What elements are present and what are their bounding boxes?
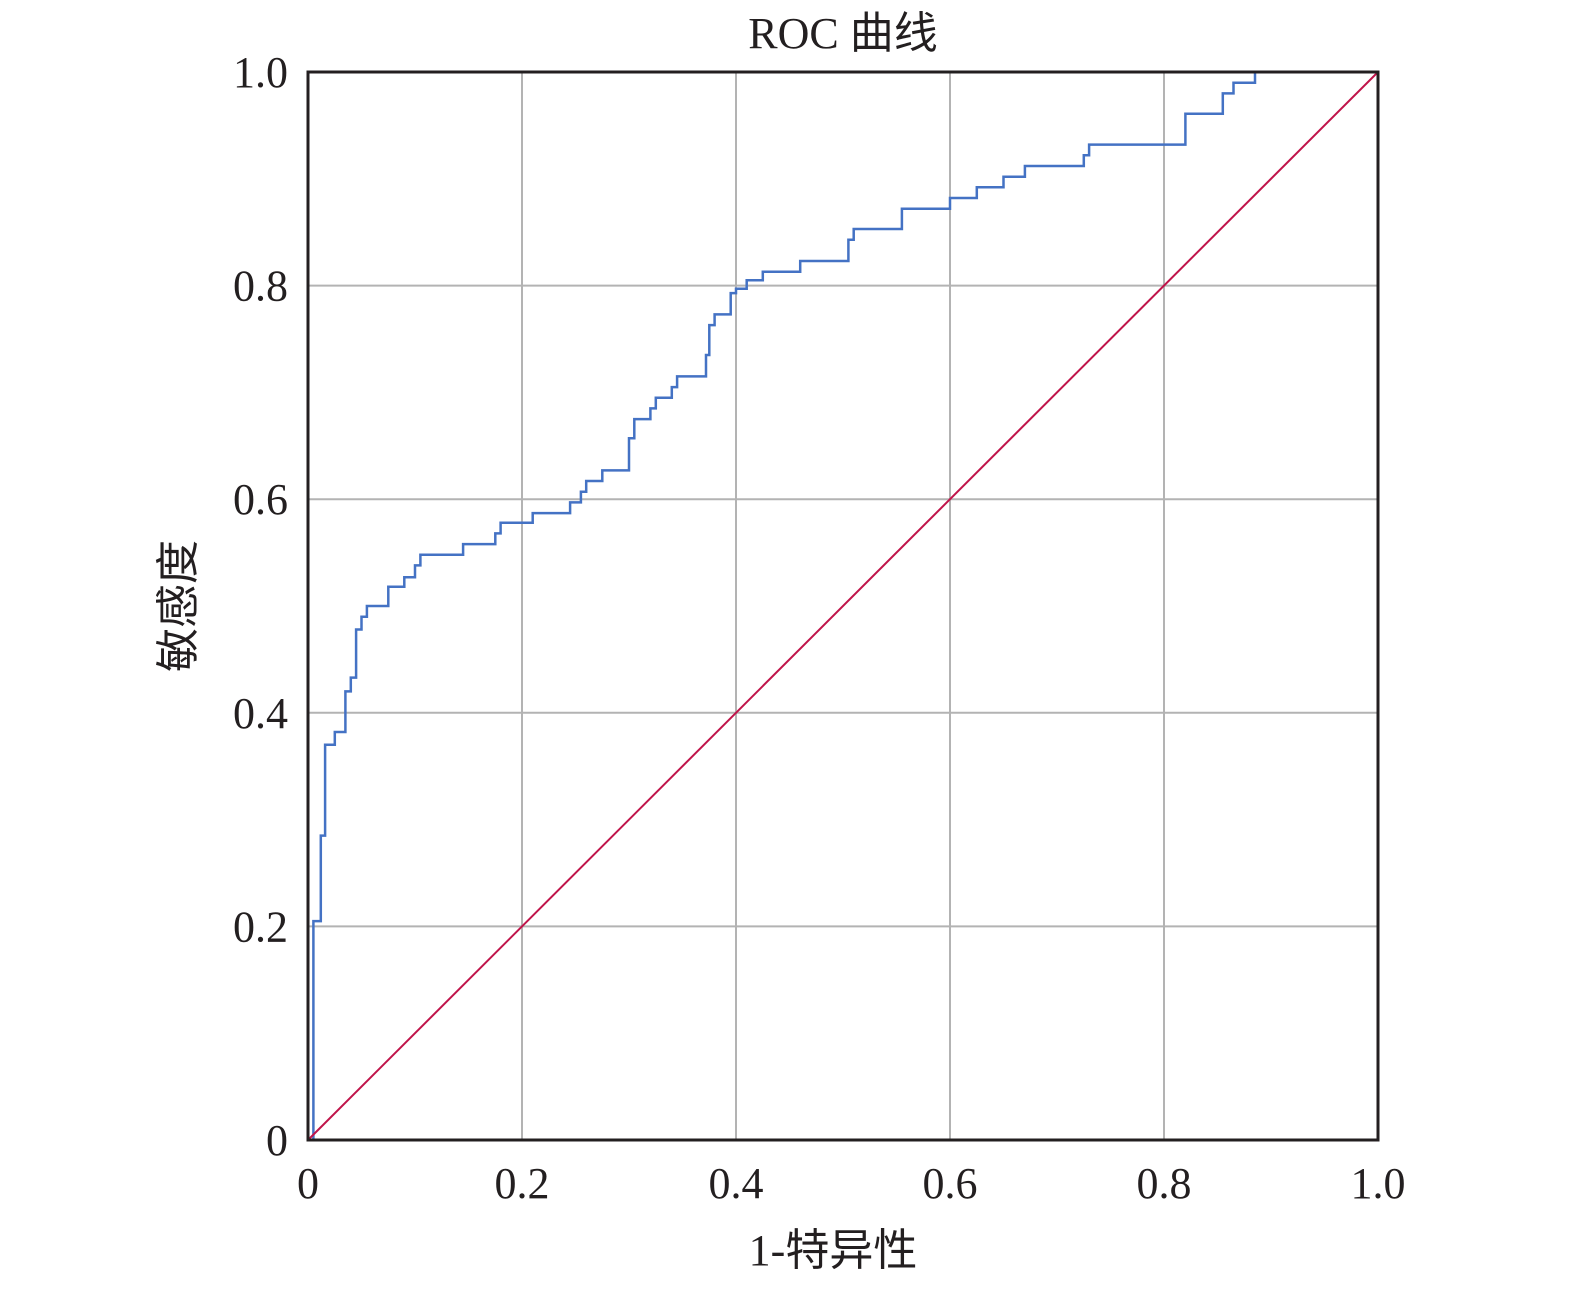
y-axis-label: 敏感度 — [154, 540, 203, 672]
y-tick-label: 0.8 — [233, 262, 288, 311]
y-tick-label: 0.2 — [233, 902, 288, 951]
tick-layer: 0 0.2 0.4 0.6 0.8 1.0 0 0.2 0.4 0.6 0.8 1.0 — [233, 48, 1406, 1208]
x-tick-label: 0 — [297, 1159, 319, 1208]
chart-title: ROC 曲线 — [748, 9, 937, 58]
x-tick-label: 0.6 — [923, 1159, 978, 1208]
x-axis-label: 1-特异性 — [749, 1226, 918, 1275]
y-tick-label: 0.4 — [233, 689, 288, 738]
reference-diagonal-line — [307, 71, 1379, 1141]
x-tick-label: 1.0 — [1351, 1159, 1406, 1208]
series-layer — [307, 70, 1379, 1141]
x-tick-label: 0.2 — [495, 1159, 550, 1208]
grid-layer — [308, 72, 1378, 1140]
y-tick-label: 1.0 — [233, 48, 288, 97]
y-tick-label: 0 — [266, 1116, 288, 1165]
plot-frame — [306, 70, 1380, 1142]
x-tick-label: 0.4 — [709, 1159, 764, 1208]
roc-curve-line — [312, 70, 1378, 1140]
x-tick-label: 0.8 — [1137, 1159, 1192, 1208]
y-tick-label: 0.6 — [233, 475, 288, 524]
